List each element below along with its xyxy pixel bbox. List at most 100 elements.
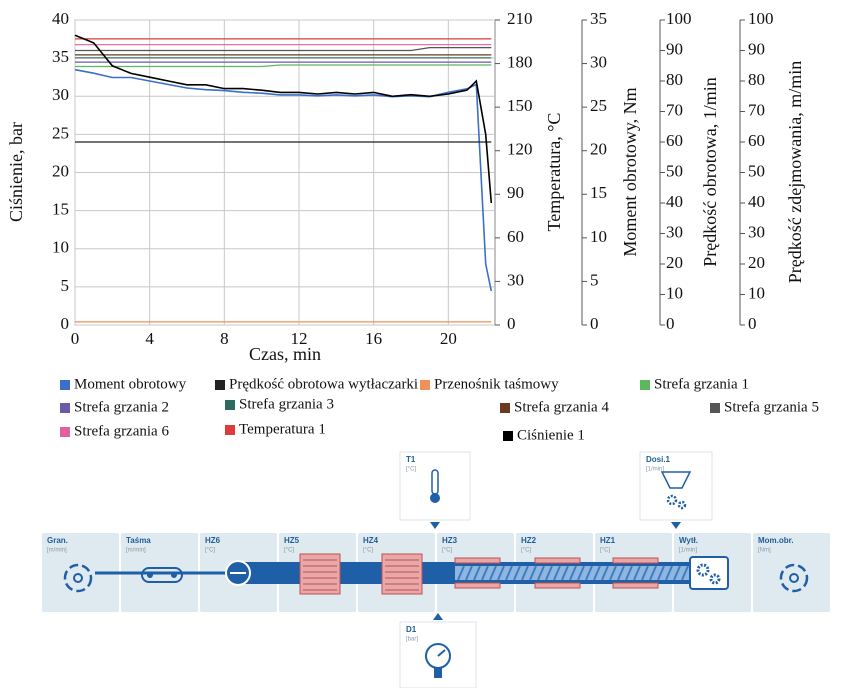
y-tick-label: 25 [52, 123, 69, 142]
y-tick-label: 25 [590, 96, 607, 115]
y-tick-label: 35 [52, 47, 69, 66]
hopper [660, 471, 692, 489]
chart: Czas, min 0 4 8 12 16 20 0 5 10 15 20 25 30 35 40 Ciśni… [6, 9, 819, 444]
screw-flight [577, 565, 585, 581]
y-tick-label: 100 [748, 9, 774, 28]
x-tick-label: 20 [440, 329, 457, 348]
screw-flight [529, 565, 537, 581]
x-axis-label: Czas, min [249, 344, 321, 364]
station-unit: [Nm] [758, 548, 771, 554]
station-unit: [°C] [284, 548, 294, 554]
legend-label: Strefa grzania 4 [514, 399, 609, 415]
station-unit: [°C] [600, 548, 610, 554]
legend-label: Strefa grzania 5 [724, 399, 819, 415]
legend-label: Strefa grzania 3 [239, 396, 334, 412]
y-axis-label: Moment obrotowy, Nm [620, 87, 640, 256]
station-label: Gran. [47, 536, 68, 545]
y-tick-label: 0 [507, 314, 516, 333]
sensor-unit: [°C] [406, 467, 416, 473]
gear [696, 563, 710, 577]
station-unit: [°C] [521, 548, 531, 554]
screw-flight [657, 565, 665, 581]
y-axis-label: Temperatura, °C [544, 113, 564, 232]
y-tick-label: 150 [507, 96, 533, 115]
y-tick-label: 15 [590, 183, 607, 202]
legend-label: Temperatura 1 [239, 421, 326, 437]
y-tick-label: 5 [61, 276, 70, 295]
screw-flight [521, 565, 529, 581]
legend-label: Przenośnik taśmowy [434, 376, 559, 392]
screw-flight [593, 565, 601, 581]
legend-swatch [225, 425, 235, 435]
series-line [74, 34, 493, 204]
x-tick-label: 12 [291, 329, 308, 348]
legend-swatch [503, 431, 513, 441]
y-tick-label: 60 [666, 131, 683, 150]
belt-roll [147, 572, 153, 578]
y-tick-label: 60 [507, 227, 524, 246]
screw-flight [537, 565, 545, 581]
thermometer-bulb [430, 493, 440, 503]
y-tick-label: 90 [507, 183, 524, 202]
gear [666, 494, 678, 506]
x-tick-label: 4 [145, 329, 154, 348]
sensor-arrow [433, 613, 443, 620]
y-tick-label: 70 [666, 100, 683, 119]
legend-swatch [640, 380, 650, 390]
heater-band [534, 582, 581, 589]
screw-flight [489, 565, 497, 581]
screw-flight [617, 565, 625, 581]
y-tick-label: 30 [590, 52, 607, 71]
legend-swatch [225, 400, 235, 410]
screw-flight [473, 565, 481, 581]
screw-flight [505, 565, 513, 581]
y-tick-label: 10 [748, 283, 765, 302]
y-tick-label: 20 [748, 253, 765, 272]
screw-flight [481, 565, 489, 581]
legend-swatch [60, 427, 70, 437]
belt-roll [171, 572, 177, 578]
station-unit: [1/min] [679, 548, 697, 554]
station-label: HZ6 [205, 536, 221, 545]
series-line [74, 68, 493, 292]
screw-flight [633, 565, 641, 581]
station-label: HZ5 [284, 536, 300, 545]
screw-flight [609, 565, 617, 581]
legend-swatch [215, 380, 225, 390]
station-label: Wytł. [679, 536, 698, 545]
gauge-needle [437, 649, 446, 657]
station-unit: [°C] [205, 548, 215, 554]
heater-band [454, 582, 501, 589]
screw-flight [649, 565, 657, 581]
y-tick-label: 50 [748, 161, 765, 180]
legend-swatch [420, 380, 430, 390]
y-tick-label: 30 [507, 270, 524, 289]
screw-flight [625, 565, 633, 581]
station-unit: [°C] [363, 548, 373, 554]
sensor-label: Dosi.1 [646, 455, 671, 464]
x-tick-label: 16 [365, 329, 382, 348]
y-tick-label: 10 [590, 227, 607, 246]
diagram: Gran. [m/min] Taśma [m/min] HZ6 [°C] HZ5 [°C] HZ… [42, 451, 830, 688]
motor [689, 556, 729, 590]
station-unit: [°C] [442, 548, 452, 554]
y-tick-label: 40 [666, 192, 683, 211]
y-tick-label: 35 [590, 9, 607, 28]
thermometer [431, 469, 439, 495]
station-label: HZ4 [363, 536, 379, 545]
screw-flight [673, 565, 681, 581]
station-label: Taśma [126, 536, 151, 545]
y-tick-label: 20 [590, 140, 607, 159]
y-tick-label: 90 [666, 39, 683, 58]
y-axis-label: Prędkość zdejmowania, m/min [785, 61, 805, 283]
sensor-unit: [bar] [406, 637, 418, 643]
y-tick-label: 0 [748, 314, 757, 333]
y-tick-label: 30 [748, 222, 765, 241]
heater-band [299, 553, 341, 595]
station-unit: [m/min] [126, 548, 146, 554]
screw-flight [665, 565, 673, 581]
rotor-icon [63, 563, 93, 593]
screw-flight [553, 565, 561, 581]
sensor-label: D1 [406, 625, 417, 634]
station-box [42, 533, 119, 612]
